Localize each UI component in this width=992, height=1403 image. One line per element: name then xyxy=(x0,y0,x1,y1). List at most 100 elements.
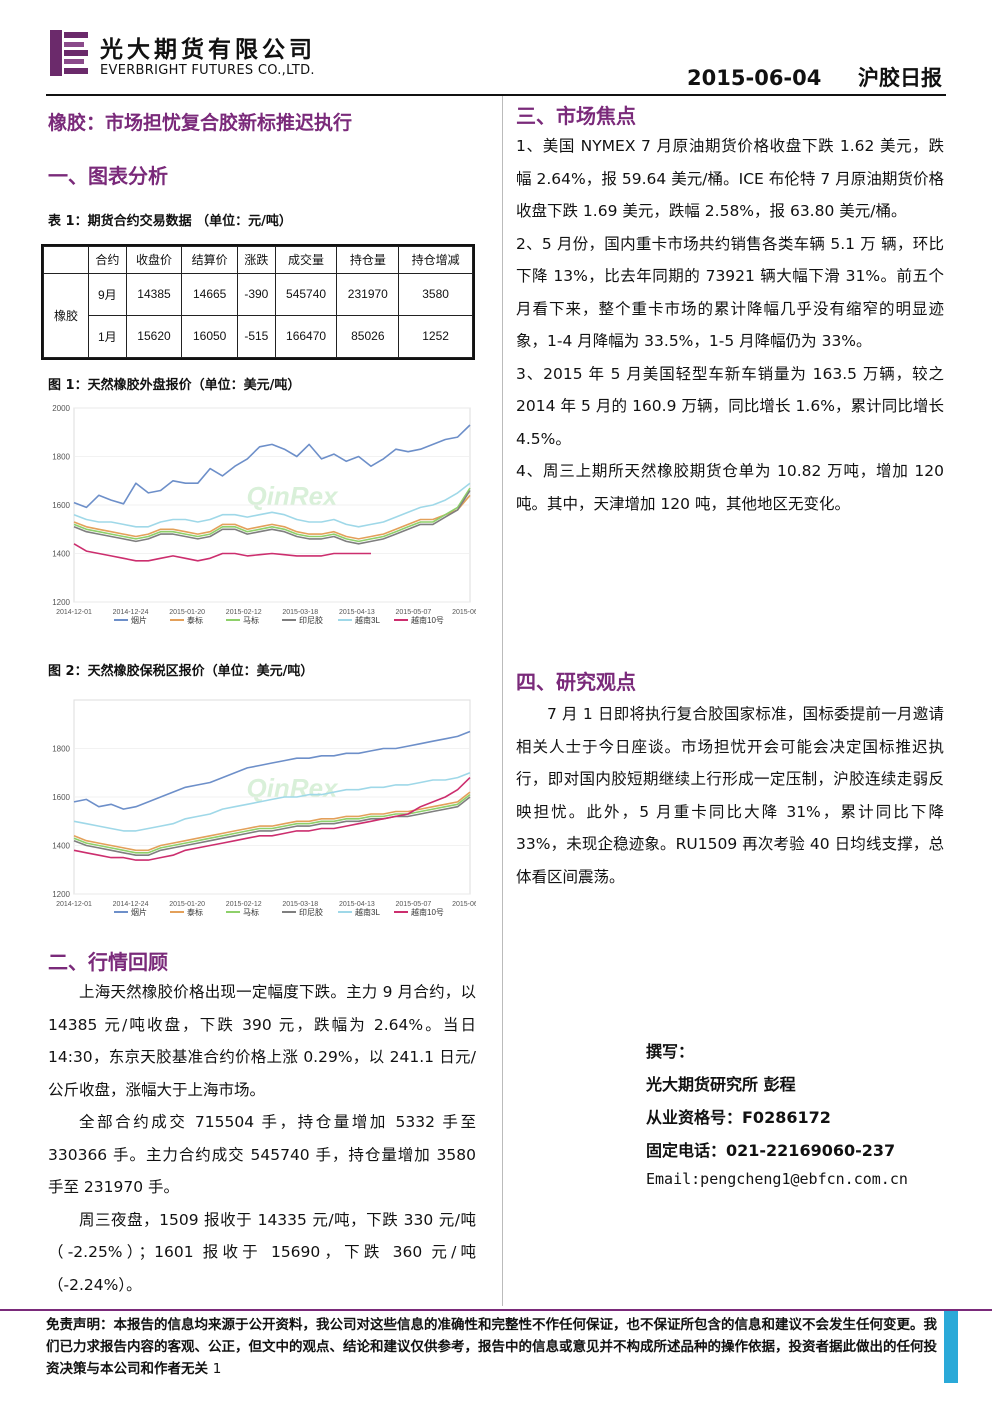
report-date: 2015-06-04 xyxy=(687,66,822,90)
table-header-blank xyxy=(43,246,89,274)
legend-label: 马标 xyxy=(243,907,259,917)
table-header-cell: 持仓量 xyxy=(336,246,400,274)
y-tick-label: 1200 xyxy=(52,598,70,607)
section3-body: 1、美国 NYMEX 7 月原油期货价格收盘下跌 1.62 美元，跌幅 2.64… xyxy=(516,130,944,520)
table-cell: 14385 xyxy=(125,272,183,316)
figure2-caption: 图 2：天然橡胶保税区报价（单位：美元/吨） xyxy=(48,664,314,679)
table-header-cell: 收盘价 xyxy=(125,246,183,274)
section2-body: 上海天然橡胶价格出现一定幅度下跌。主力 9 月合约，以 14385 元/吨收盘，… xyxy=(48,976,476,1301)
x-tick-label: 2015-05-07 xyxy=(396,609,432,616)
x-tick-label: 2015-06-01 xyxy=(452,609,476,616)
author-license: 从业资格号：F0286172 xyxy=(646,1108,831,1127)
series-line xyxy=(73,796,471,856)
y-tick-label: 1400 xyxy=(52,550,70,559)
figure1-line-chart: QinRex 1200 1400 1600 1800 2000 2014-12-01 2014… xyxy=(52,404,476,625)
footer-accent-bar xyxy=(944,1311,958,1383)
table-cell: 85026 xyxy=(336,314,400,359)
x-tick-label: 2015-02-12 xyxy=(226,609,262,616)
futures-table: 合约 收盘价 结算价 涨跌 成交量 持仓量 持仓增减 橡胶 9月 14385 1… xyxy=(43,246,473,359)
table-cell: 14665 xyxy=(181,272,239,316)
section4-title: 四、研究观点 xyxy=(516,670,636,694)
legend-label: 泰标 xyxy=(187,907,203,917)
x-tick-label: 2015-04-13 xyxy=(339,609,375,616)
series-line xyxy=(73,494,471,540)
x-tick-label: 2015-03-18 xyxy=(282,609,318,616)
series-line xyxy=(73,793,471,854)
disclaimer-text: 免责声明：本报告的信息均来源于公开资料，我公司对这些信息的准确性和完整性不作任何… xyxy=(46,1317,937,1377)
table-caption: 表 1：期货合约交易数据 （单位：元/吨） xyxy=(48,214,292,229)
x-tick-label: 2015-01-20 xyxy=(169,901,205,908)
section2-title: 二、行情回顾 xyxy=(48,950,168,974)
company-name-cn: 光大期货有限公司 xyxy=(100,36,316,63)
table-cell: 545740 xyxy=(274,272,338,316)
section3-paragraph: 4、周三上期所天然橡胶期货仓单为 10.82 万吨，增加 120 吨。其中，天津… xyxy=(516,462,944,513)
x-tick-label: 2014-12-01 xyxy=(56,609,92,616)
series-line xyxy=(73,487,471,543)
author-phone: 固定电话：021-22169060-237 xyxy=(646,1141,896,1160)
section2-paragraph: 周三夜盘，1509 报收于 14335 元/吨，下跌 330 元/吨（-2.25… xyxy=(48,1210,476,1294)
table-cell: 9月 xyxy=(88,272,127,316)
table-cell: 1月 xyxy=(88,314,127,359)
disclaimer: 免责声明：本报告的信息均来源于公开资料，我公司对这些信息的准确性和完整性不作任何… xyxy=(46,1314,946,1380)
section3-paragraph: 3、2015 年 5 月美国轻型车新车销量为 163.5 万辆，较之 2014 … xyxy=(516,364,944,448)
table-cell: -515 xyxy=(237,314,276,359)
watermark-text: QinRex xyxy=(246,481,339,511)
section1-title: 一、图表分析 xyxy=(48,164,168,188)
table-cell: 3580 xyxy=(398,272,473,316)
futures-table-frame: 合约 收盘价 结算价 涨跌 成交量 持仓量 持仓增减 橡胶 9月 14385 1… xyxy=(41,244,475,360)
table-cell: 231970 xyxy=(336,272,400,316)
x-tick-label: 2014-12-24 xyxy=(113,901,149,908)
section4-paragraph: 7 月 1 日即将执行复合胶国家标准，国标委提前一月邀请相关人士于今日座谈。市场… xyxy=(516,705,944,886)
y-tick-label: 1200 xyxy=(52,890,70,899)
table-cell: 16050 xyxy=(181,314,239,359)
table-cell: 1252 xyxy=(398,314,473,359)
table-header-cell: 涨跌 xyxy=(237,246,276,274)
x-tick-label: 2015-03-18 xyxy=(282,901,318,908)
legend-label: 越南3L xyxy=(355,615,380,625)
table-cell: 166470 xyxy=(274,314,338,359)
series-line xyxy=(73,490,471,545)
author-name: 光大期货研究所 彭程 xyxy=(646,1075,796,1094)
table-header-cell: 合约 xyxy=(88,246,127,274)
section2-paragraph: 全部合约成交 715504 手，持仓量增加 5332 手至 330366 手。主… xyxy=(48,1113,476,1196)
table-header-cell: 成交量 xyxy=(274,246,338,274)
x-tick-label: 2014-12-24 xyxy=(113,609,149,616)
footer-divider xyxy=(0,1309,992,1311)
x-tick-label: 2015-04-13 xyxy=(339,901,375,908)
figure2-line-chart: QinRex 1200 1400 1600 1800 2014-12-01 2014-12-… xyxy=(52,699,476,917)
series-line xyxy=(73,730,471,810)
section3-title: 三、市场焦点 xyxy=(516,104,636,128)
legend-label: 马标 xyxy=(243,615,259,625)
table-header-cell: 结算价 xyxy=(181,246,239,274)
page-number: 1 xyxy=(212,1361,222,1377)
series-line xyxy=(73,482,471,528)
table-cell: 15620 xyxy=(125,314,183,359)
table-row-label: 橡胶 xyxy=(43,272,89,359)
report-subtitle: 橡胶：市场担忧复合胶新标推迟执行 xyxy=(48,112,353,134)
figure1-caption: 图 1：天然橡胶外盘报价（单位：美元/吨） xyxy=(48,378,301,393)
section3-paragraph: 2、5 月份，国内重卡市场共约销售各类车辆 5.1 万 辆，环比下降 13%，比… xyxy=(516,234,944,351)
x-tick-label: 2015-01-20 xyxy=(169,609,205,616)
section4-body: 7 月 1 日即将执行复合胶国家标准，国标委提前一月邀请相关人士于今日座谈。市场… xyxy=(516,698,944,893)
y-tick-label: 1400 xyxy=(52,842,70,851)
watermark-text: QinRex xyxy=(246,773,339,803)
legend-label: 越南10号 xyxy=(411,907,444,917)
x-tick-label: 2015-06-01 xyxy=(452,901,476,908)
legend-label: 烟片 xyxy=(131,615,147,625)
company-name-en: EVERBRIGHT FUTURES CO.,LTD. xyxy=(100,63,315,78)
company-logo-icon xyxy=(50,30,88,76)
series-line xyxy=(73,424,471,509)
table-header-row: 合约 收盘价 结算价 涨跌 成交量 持仓量 持仓增减 xyxy=(43,246,473,274)
series-line xyxy=(73,543,371,562)
author-email[interactable]: Email:pengcheng1@ebfcn.com.cn xyxy=(646,1170,908,1188)
y-tick-label: 1600 xyxy=(52,501,70,510)
table-row: 1月 15620 16050 -515 166470 85026 1252 xyxy=(44,314,473,359)
legend-label: 印尼胶 xyxy=(299,615,323,625)
section3-paragraph: 1、美国 NYMEX 7 月原油期货价格收盘下跌 1.62 美元，跌幅 2.64… xyxy=(516,137,944,220)
legend-label: 烟片 xyxy=(131,907,147,917)
column-divider xyxy=(502,96,503,1306)
table-header-cell: 持仓增减 xyxy=(398,246,473,274)
x-tick-label: 2015-02-12 xyxy=(226,901,262,908)
series-line xyxy=(73,777,471,861)
y-tick-label: 1800 xyxy=(52,453,70,462)
